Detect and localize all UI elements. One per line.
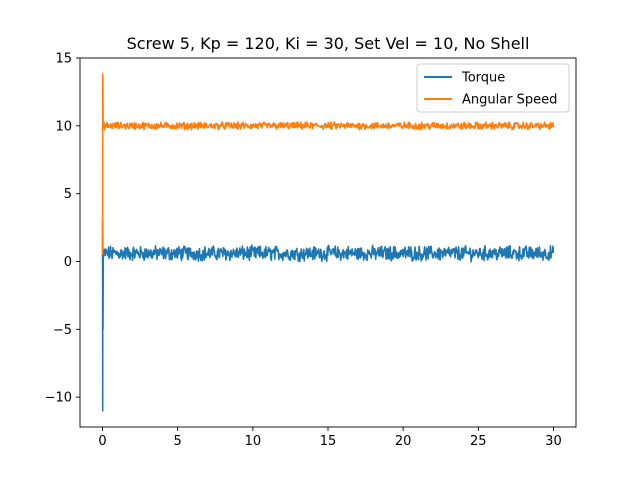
legend-label: Torque <box>461 71 505 86</box>
x-tick-label: 10 <box>245 434 262 449</box>
y-axis: −10 −5 0 5 10 15 <box>45 52 80 406</box>
series-line-angular-speed <box>101 73 555 255</box>
y-tick-label: 0 <box>64 255 72 270</box>
series-line-torque <box>101 219 555 412</box>
x-tick-label: 25 <box>470 434 487 449</box>
y-tick-label: 5 <box>64 187 72 202</box>
x-axis: 0 5 10 15 20 25 30 <box>98 427 562 449</box>
y-tick-label: 15 <box>55 52 72 67</box>
legend-label: Angular Speed <box>462 93 557 108</box>
legend: Torque Angular Speed <box>416 63 570 113</box>
x-tick-label: 20 <box>395 434 412 449</box>
y-tick-label: −10 <box>45 391 72 406</box>
x-tick-label: 30 <box>545 434 562 449</box>
legend-box <box>416 63 570 113</box>
y-tick-label: −5 <box>53 323 72 338</box>
x-tick-label: 15 <box>320 434 337 449</box>
y-tick-label: 10 <box>55 119 72 134</box>
x-tick-label: 5 <box>174 434 182 449</box>
x-tick-label: 0 <box>98 434 106 449</box>
chart-title: Screw 5, Kp = 120, Ki = 30, Set Vel = 10… <box>127 34 530 53</box>
